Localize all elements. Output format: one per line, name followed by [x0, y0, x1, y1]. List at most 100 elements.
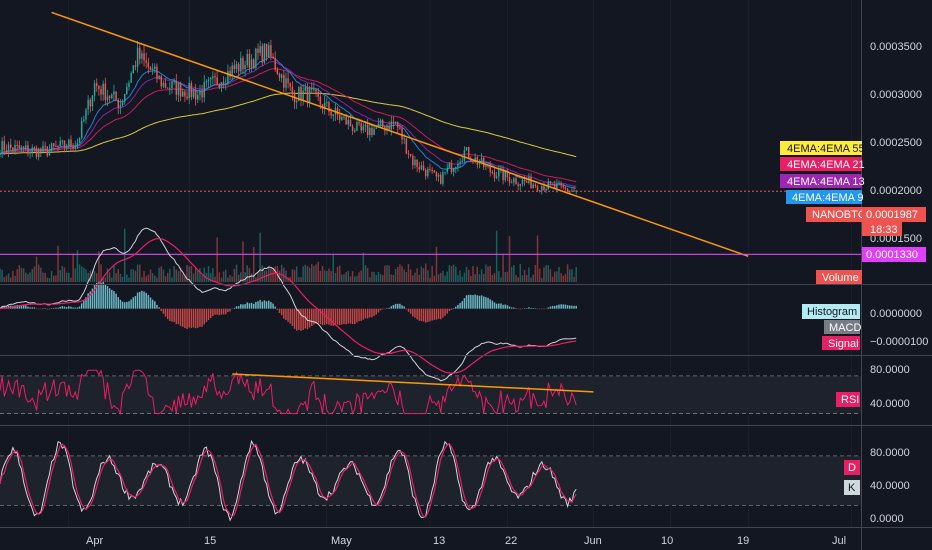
- macd-histogram-bar: [72, 307, 74, 309]
- candle: [3, 141, 6, 151]
- volume-bar: [399, 264, 401, 282]
- macd-histogram-bar: [388, 307, 390, 309]
- candle: [102, 83, 104, 95]
- volume-bar: [111, 277, 113, 282]
- candle: [390, 121, 393, 130]
- price-tick: 0.0002000: [870, 185, 922, 197]
- candle: [289, 83, 292, 87]
- macd-histogram-bar: [52, 308, 55, 309]
- candle: [362, 126, 365, 131]
- volume-bar: [457, 275, 459, 282]
- macd-histogram-bar: [16, 305, 18, 309]
- macd-histogram-bar: [560, 304, 562, 309]
- candle: [164, 82, 167, 88]
- macd-histogram-bar: [566, 305, 569, 309]
- candle: [416, 159, 418, 168]
- candle: [44, 145, 46, 147]
- signal-line: [0, 237, 577, 374]
- candle: [547, 181, 550, 190]
- volume-bar: [55, 275, 57, 282]
- candle: [439, 174, 442, 184]
- candle: [57, 145, 59, 147]
- macd-histogram-bar: [166, 308, 169, 320]
- volume-bar: [369, 277, 371, 282]
- macd-histogram-bar: [194, 308, 197, 329]
- macd-histogram-bar: [401, 305, 403, 309]
- candle: [201, 90, 203, 98]
- volume-bar: [76, 250, 79, 282]
- candle: [420, 165, 423, 170]
- candle: [130, 73, 132, 83]
- macd-histogram-bar: [126, 301, 128, 309]
- macd-histogram-bar: [242, 304, 244, 309]
- volume-bar: [106, 268, 109, 282]
- candle: [564, 187, 567, 189]
- volume-bar: [119, 273, 122, 282]
- macd-histogram-bar: [61, 306, 64, 309]
- volume-bar: [353, 276, 356, 282]
- candle: [136, 47, 139, 67]
- volume-bar: [98, 251, 100, 282]
- candle: [510, 182, 513, 184]
- volume-bar: [302, 266, 304, 282]
- ema21-label: 4EMA:4EMA 21: [787, 159, 865, 171]
- candle: [366, 124, 369, 136]
- volume-bar: [188, 266, 190, 282]
- overlay-lines[interactable]: [0, 11, 862, 257]
- candle: [386, 126, 388, 131]
- macd-histogram-bar: [188, 308, 190, 328]
- macd-histogram-bar: [332, 308, 335, 326]
- volume-bar: [87, 272, 89, 282]
- volume-bar: [472, 265, 474, 282]
- candle: [212, 76, 214, 79]
- candle: [470, 158, 472, 162]
- macd-histogram-bar: [429, 308, 431, 322]
- candle: [194, 90, 197, 100]
- candle: [263, 44, 266, 63]
- candle: [113, 91, 115, 95]
- volume-bar: [304, 264, 307, 282]
- macd-histogram-bar: [519, 308, 522, 310]
- volume-bar: [478, 274, 481, 282]
- macd-histogram-bar: [104, 284, 107, 309]
- volume-bar: [358, 272, 360, 282]
- macd-histogram-bar: [547, 307, 550, 309]
- macd-histogram-bar: [345, 308, 347, 325]
- candle: [267, 45, 270, 57]
- macd-histogram-bar: [568, 305, 571, 309]
- volume-bar: [181, 274, 184, 282]
- candle: [394, 121, 397, 124]
- candle: [248, 54, 251, 68]
- rsi-trendline: [232, 373, 594, 393]
- macd-histogram-bar: [317, 308, 319, 324]
- candle: [444, 171, 446, 173]
- candle: [229, 70, 231, 77]
- candle: [244, 65, 246, 70]
- candle: [377, 123, 380, 128]
- volume-bar: [160, 266, 163, 282]
- macd-histogram-bar: [235, 306, 238, 309]
- macd-histogram-bar: [184, 308, 186, 329]
- macd-histogram-bar: [220, 308, 223, 315]
- volume-bar: [564, 274, 567, 282]
- candle: [134, 65, 137, 67]
- candle: [175, 80, 178, 95]
- symbol-label: NANOBTC: [812, 209, 866, 221]
- candle: [42, 145, 44, 152]
- volume-bar: [508, 236, 511, 282]
- volume-bar: [261, 265, 264, 282]
- candlesticks[interactable]: [0, 39, 577, 195]
- candle: [508, 177, 511, 183]
- macd-histogram-bar: [478, 295, 481, 309]
- volume-bar: [323, 270, 326, 282]
- countdown-label: 18:33: [870, 224, 898, 236]
- stoch-tick: 40.0000: [870, 480, 910, 492]
- macd-histogram-bar: [549, 306, 552, 309]
- candle: [173, 80, 175, 82]
- price-axis[interactable]: 0.0003500 0.0003000 0.0002500 0.0002000 …: [870, 41, 922, 245]
- volume-bar: [431, 265, 433, 282]
- candle: [119, 105, 122, 108]
- time-axis[interactable]: Apr 15 May 13 22 Jun 10 19 Jul: [86, 535, 846, 547]
